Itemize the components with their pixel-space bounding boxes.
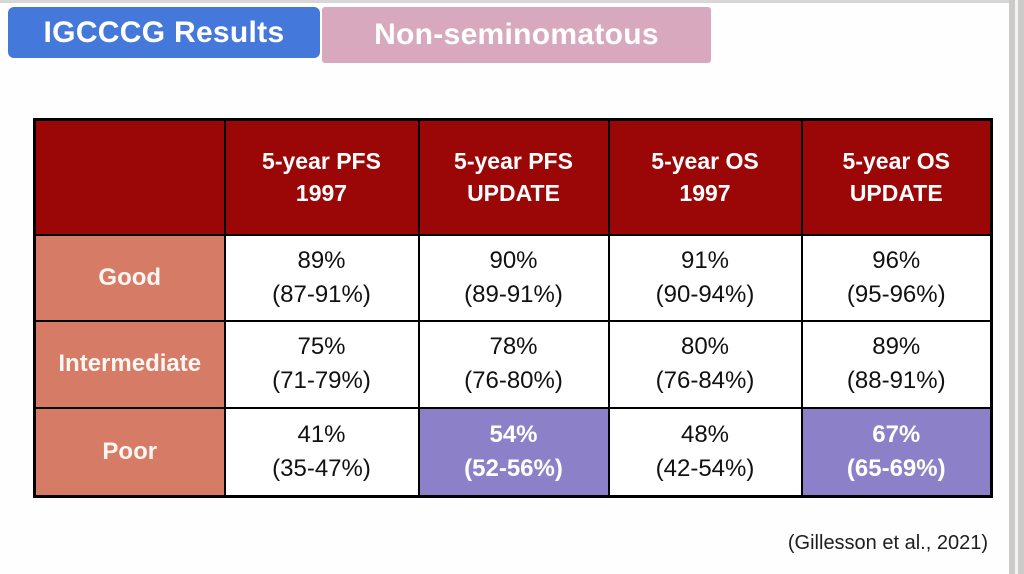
cell-intermediate-os-1997: 80% (76-84%) (607, 319, 803, 409)
cell-value: 75% (297, 333, 346, 360)
cell-value: 90% (489, 246, 538, 274)
column-header-line: UPDATE (467, 180, 560, 207)
cell-ci: (35-47%) (272, 454, 371, 482)
column-header-line: 5-year OS (842, 148, 950, 175)
column-header-pfs-update: 5-year PFS UPDATE (417, 118, 610, 236)
cell-value: 96% (872, 246, 921, 274)
cell-ci: (76-80%) (464, 367, 563, 394)
cell-value: 89% (872, 333, 921, 360)
column-header-os-update: 5-year OS UPDATE (800, 118, 993, 236)
cell-value: 89% (297, 246, 346, 274)
cell-value: 48% (680, 420, 730, 448)
column-header-line: 1997 (679, 180, 731, 207)
cell-value: 67% (872, 420, 921, 448)
cell-poor-os-update: 67% (65-69%) (800, 406, 993, 498)
table-row-intermediate: Intermediate 75% (71-79%) 78% (76-80%) 8… (33, 319, 993, 409)
table-row-good: Good 89% (87-91%) 90% (89-91%) 91% (90-9… (33, 233, 993, 322)
cell-intermediate-pfs-1997: 75% (71-79%) (223, 319, 420, 409)
cell-good-os-update: 96% (95-96%) (800, 233, 993, 322)
cell-ci: (90-94%) (655, 280, 755, 308)
subtitle-badge: Non-seminomatous (322, 7, 711, 63)
cell-ci: (52-56%) (464, 454, 563, 482)
cell-poor-pfs-update: 54% (52-56%) (417, 406, 610, 498)
table-row-poor: Poor 41% (35-47%) 54% (52-56%) 48% (42-5… (33, 406, 993, 498)
cell-ci: (89-91%) (464, 280, 563, 308)
photo-top-edge (0, 0, 1024, 3)
cell-ci: (76-84%) (655, 367, 755, 394)
row-header-good: Good (33, 233, 226, 322)
photo-edge-line (1015, 0, 1018, 574)
cell-intermediate-pfs-update: 78% (76-80%) (417, 319, 610, 409)
corner-cell (33, 118, 226, 236)
cell-value: 54% (489, 420, 538, 448)
column-header-line: 1997 (295, 180, 348, 207)
cell-ci: (65-69%) (846, 454, 946, 482)
column-header-os-1997: 5-year OS 1997 (607, 118, 803, 236)
title-badge: IGCCCG Results (8, 7, 320, 58)
column-header-line: UPDATE (849, 180, 943, 207)
photo-right-edge (1009, 0, 1024, 574)
cell-good-pfs-1997: 89% (87-91%) (223, 233, 420, 322)
cell-ci: (95-96%) (846, 280, 946, 308)
cell-intermediate-os-update: 89% (88-91%) (800, 319, 993, 409)
header-row: 5-year PFS 1997 5-year PFS UPDATE 5-year… (33, 118, 993, 236)
cell-ci: (42-54%) (655, 454, 755, 482)
row-header-intermediate: Intermediate (33, 319, 226, 409)
column-header-line: 5-year PFS (454, 148, 573, 175)
cell-poor-os-1997: 48% (42-54%) (607, 406, 803, 498)
column-header-pfs-1997: 5-year PFS 1997 (223, 118, 420, 236)
cell-ci: (71-79%) (272, 367, 371, 394)
cell-value: 80% (680, 333, 730, 360)
slide-subtitle: Non-seminomatous (374, 18, 659, 51)
cell-poor-pfs-1997: 41% (35-47%) (223, 406, 420, 498)
cell-ci: (88-91%) (846, 367, 946, 394)
cell-ci: (87-91%) (272, 280, 371, 308)
column-header-line: 5-year PFS (262, 148, 381, 175)
cell-value: 41% (297, 420, 346, 448)
row-header-poor: Poor (33, 406, 226, 498)
cell-good-pfs-update: 90% (89-91%) (417, 233, 610, 322)
slide-title: IGCCCG Results (43, 15, 285, 49)
cell-good-os-1997: 91% (90-94%) (607, 233, 803, 322)
results-table: 5-year PFS 1997 5-year PFS UPDATE 5-year… (33, 118, 993, 498)
cell-value: 78% (489, 333, 538, 360)
citation: (Gillesson et al., 2021) (787, 532, 988, 554)
cell-value: 91% (680, 246, 730, 274)
column-header-line: 5-year OS (651, 148, 759, 175)
